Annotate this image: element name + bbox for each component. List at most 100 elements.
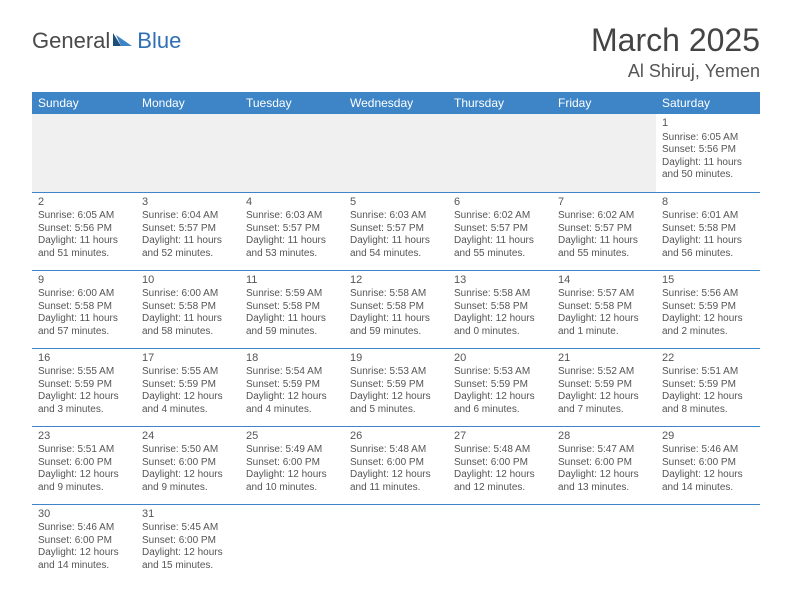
- weekday-header: Saturday: [656, 92, 760, 114]
- day-number: 30: [38, 508, 130, 522]
- daylight-text: Daylight: 11 hours and 55 minutes.: [454, 235, 546, 260]
- daylight-text: Daylight: 12 hours and 7 minutes.: [558, 391, 650, 416]
- day-number: 16: [38, 352, 130, 366]
- calendar-day-cell: 25Sunrise: 5:49 AMSunset: 6:00 PMDayligh…: [240, 426, 344, 504]
- sunset-text: Sunset: 5:57 PM: [454, 223, 546, 236]
- calendar-day-cell: [344, 114, 448, 192]
- logo-text-blue: Blue: [137, 28, 181, 54]
- day-number: 4: [246, 196, 338, 210]
- page-title-location: Al Shiruj, Yemen: [591, 61, 760, 82]
- sunset-text: Sunset: 5:59 PM: [38, 379, 130, 392]
- sunset-text: Sunset: 6:00 PM: [350, 457, 442, 470]
- calendar-day-cell: [448, 114, 552, 192]
- sunset-text: Sunset: 5:56 PM: [662, 144, 754, 157]
- daylight-text: Daylight: 12 hours and 2 minutes.: [662, 313, 754, 338]
- calendar-day-cell: [344, 504, 448, 582]
- daylight-text: Daylight: 11 hours and 56 minutes.: [662, 235, 754, 260]
- calendar-day-cell: 1Sunrise: 6:05 AMSunset: 5:56 PMDaylight…: [656, 114, 760, 192]
- logo: General Blue: [32, 22, 181, 54]
- sunset-text: Sunset: 6:00 PM: [142, 535, 234, 548]
- sunrise-text: Sunrise: 5:50 AM: [142, 444, 234, 457]
- sunrise-text: Sunrise: 6:03 AM: [246, 210, 338, 223]
- daylight-text: Daylight: 11 hours and 51 minutes.: [38, 235, 130, 260]
- calendar-day-cell: [240, 504, 344, 582]
- sunrise-text: Sunrise: 5:46 AM: [38, 522, 130, 535]
- daylight-text: Daylight: 12 hours and 5 minutes.: [350, 391, 442, 416]
- sunrise-text: Sunrise: 5:58 AM: [350, 288, 442, 301]
- sunrise-text: Sunrise: 5:53 AM: [454, 366, 546, 379]
- daylight-text: Daylight: 12 hours and 10 minutes.: [246, 469, 338, 494]
- calendar-day-cell: [552, 114, 656, 192]
- sunset-text: Sunset: 5:59 PM: [558, 379, 650, 392]
- day-number: 2: [38, 196, 130, 210]
- calendar-day-cell: 2Sunrise: 6:05 AMSunset: 5:56 PMDaylight…: [32, 192, 136, 270]
- daylight-text: Daylight: 12 hours and 1 minute.: [558, 313, 650, 338]
- sunset-text: Sunset: 5:59 PM: [454, 379, 546, 392]
- logo-flag-icon: [112, 28, 136, 54]
- daylight-text: Daylight: 12 hours and 9 minutes.: [142, 469, 234, 494]
- day-number: 10: [142, 274, 234, 288]
- day-number: 20: [454, 352, 546, 366]
- weekday-header: Wednesday: [344, 92, 448, 114]
- sunrise-text: Sunrise: 5:45 AM: [142, 522, 234, 535]
- sunrise-text: Sunrise: 5:53 AM: [350, 366, 442, 379]
- calendar-day-cell: [448, 504, 552, 582]
- calendar-day-cell: 22Sunrise: 5:51 AMSunset: 5:59 PMDayligh…: [656, 348, 760, 426]
- sunrise-text: Sunrise: 5:55 AM: [38, 366, 130, 379]
- daylight-text: Daylight: 11 hours and 58 minutes.: [142, 313, 234, 338]
- calendar-day-cell: 16Sunrise: 5:55 AMSunset: 5:59 PMDayligh…: [32, 348, 136, 426]
- sunset-text: Sunset: 5:58 PM: [558, 301, 650, 314]
- calendar-day-cell: 23Sunrise: 5:51 AMSunset: 6:00 PMDayligh…: [32, 426, 136, 504]
- day-number: 12: [350, 274, 442, 288]
- day-number: 1: [662, 117, 754, 131]
- header: General Blue March 2025 Al Shiruj, Yemen: [32, 22, 760, 82]
- sunset-text: Sunset: 5:57 PM: [558, 223, 650, 236]
- calendar-day-cell: 5Sunrise: 6:03 AMSunset: 5:57 PMDaylight…: [344, 192, 448, 270]
- calendar-day-cell: 24Sunrise: 5:50 AMSunset: 6:00 PMDayligh…: [136, 426, 240, 504]
- weekday-header: Thursday: [448, 92, 552, 114]
- sunset-text: Sunset: 5:58 PM: [662, 223, 754, 236]
- weekday-header: Friday: [552, 92, 656, 114]
- daylight-text: Daylight: 12 hours and 4 minutes.: [246, 391, 338, 416]
- day-number: 19: [350, 352, 442, 366]
- daylight-text: Daylight: 12 hours and 12 minutes.: [454, 469, 546, 494]
- daylight-text: Daylight: 11 hours and 50 minutes.: [662, 157, 754, 182]
- sunrise-text: Sunrise: 6:00 AM: [38, 288, 130, 301]
- title-block: March 2025 Al Shiruj, Yemen: [591, 22, 760, 82]
- sunrise-text: Sunrise: 5:55 AM: [142, 366, 234, 379]
- sunset-text: Sunset: 6:00 PM: [142, 457, 234, 470]
- calendar-header-row: Sunday Monday Tuesday Wednesday Thursday…: [32, 92, 760, 114]
- daylight-text: Daylight: 12 hours and 4 minutes.: [142, 391, 234, 416]
- calendar-day-cell: 8Sunrise: 6:01 AMSunset: 5:58 PMDaylight…: [656, 192, 760, 270]
- sunrise-text: Sunrise: 6:03 AM: [350, 210, 442, 223]
- calendar-day-cell: [240, 114, 344, 192]
- calendar-week-row: 1Sunrise: 6:05 AMSunset: 5:56 PMDaylight…: [32, 114, 760, 192]
- day-number: 22: [662, 352, 754, 366]
- calendar-day-cell: 29Sunrise: 5:46 AMSunset: 6:00 PMDayligh…: [656, 426, 760, 504]
- weekday-header: Tuesday: [240, 92, 344, 114]
- calendar-day-cell: 28Sunrise: 5:47 AMSunset: 6:00 PMDayligh…: [552, 426, 656, 504]
- day-number: 11: [246, 274, 338, 288]
- sunrise-text: Sunrise: 5:47 AM: [558, 444, 650, 457]
- day-number: 24: [142, 430, 234, 444]
- calendar-day-cell: 4Sunrise: 6:03 AMSunset: 5:57 PMDaylight…: [240, 192, 344, 270]
- sunrise-text: Sunrise: 6:05 AM: [38, 210, 130, 223]
- sunset-text: Sunset: 5:59 PM: [142, 379, 234, 392]
- calendar-body: 1Sunrise: 6:05 AMSunset: 5:56 PMDaylight…: [32, 114, 760, 582]
- sunrise-text: Sunrise: 5:58 AM: [454, 288, 546, 301]
- sunrise-text: Sunrise: 5:56 AM: [662, 288, 754, 301]
- daylight-text: Daylight: 12 hours and 11 minutes.: [350, 469, 442, 494]
- calendar-day-cell: 18Sunrise: 5:54 AMSunset: 5:59 PMDayligh…: [240, 348, 344, 426]
- sunrise-text: Sunrise: 6:04 AM: [142, 210, 234, 223]
- daylight-text: Daylight: 11 hours and 52 minutes.: [142, 235, 234, 260]
- sunrise-text: Sunrise: 5:57 AM: [558, 288, 650, 301]
- sunset-text: Sunset: 5:58 PM: [38, 301, 130, 314]
- sunrise-text: Sunrise: 5:48 AM: [454, 444, 546, 457]
- sunset-text: Sunset: 6:00 PM: [38, 535, 130, 548]
- calendar-day-cell: 31Sunrise: 5:45 AMSunset: 6:00 PMDayligh…: [136, 504, 240, 582]
- sunset-text: Sunset: 5:59 PM: [350, 379, 442, 392]
- daylight-text: Daylight: 11 hours and 59 minutes.: [350, 313, 442, 338]
- sunrise-text: Sunrise: 5:49 AM: [246, 444, 338, 457]
- daylight-text: Daylight: 11 hours and 57 minutes.: [38, 313, 130, 338]
- sunrise-text: Sunrise: 5:59 AM: [246, 288, 338, 301]
